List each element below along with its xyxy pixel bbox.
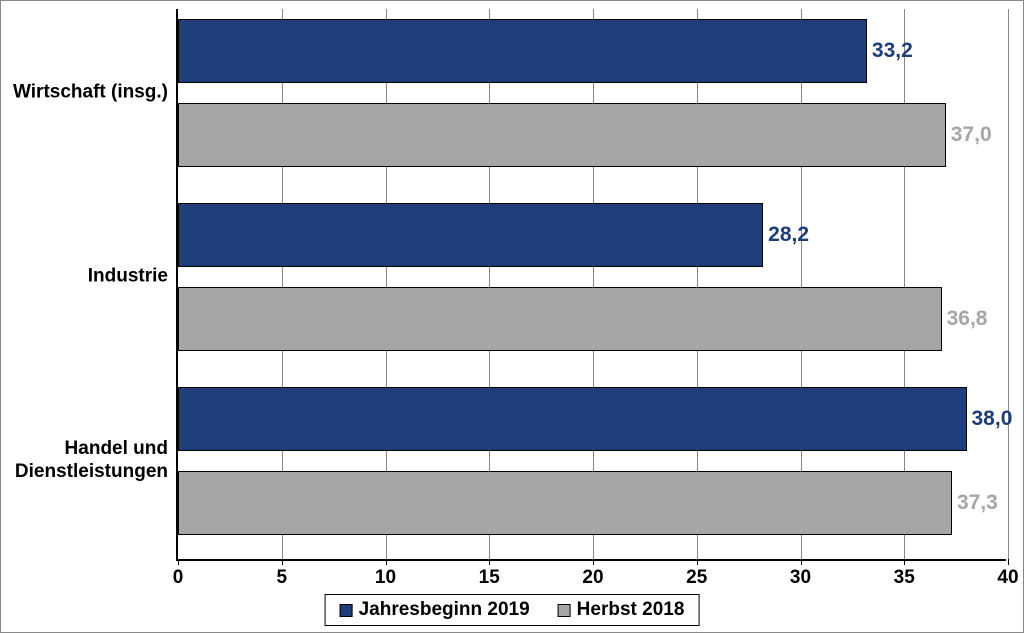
y-axis-label: Handel und Dienstleistungen [8, 438, 168, 484]
x-tick [489, 559, 490, 565]
plot-area: 0510152025303540Wirtschaft (insg.)33,237… [176, 9, 1006, 561]
bar-value-label: 37,3 [957, 491, 998, 515]
x-tick [282, 559, 283, 565]
bar: 28,2 [178, 203, 763, 267]
bar-value-label: 28,2 [768, 223, 809, 247]
x-axis-label: 0 [173, 567, 184, 589]
legend-swatch [340, 604, 353, 617]
x-axis-label: 25 [686, 567, 707, 589]
x-tick [593, 559, 594, 565]
legend-swatch [558, 604, 571, 617]
x-tick [386, 559, 387, 565]
x-axis-label: 20 [582, 567, 603, 589]
x-axis-label: 40 [997, 567, 1018, 589]
legend-label: Jahresbeginn 2019 [359, 599, 530, 621]
x-axis-label: 15 [479, 567, 500, 589]
y-axis-label: Industrie [8, 266, 168, 289]
bar-value-label: 37,0 [951, 123, 992, 147]
legend-item: Jahresbeginn 2019 [340, 599, 530, 621]
chart-container: 0 5 10 15 20 25 30 35 40 Wirtschaft (insg.) 33,2 37… [0, 0, 1024, 633]
bar: 33,2 [178, 19, 867, 83]
bar-value-label: 33,2 [872, 39, 913, 63]
bar: 37,3 [178, 471, 952, 535]
bar: 38,0 [178, 387, 967, 451]
y-axis-label: Wirtschaft (insg.) [8, 82, 168, 105]
legend: Jahresbeginn 2019 Herbst 2018 [325, 594, 700, 626]
gridline [1008, 9, 1009, 559]
x-axis-label: 10 [375, 567, 396, 589]
x-tick [697, 559, 698, 565]
bar: 36,8 [178, 287, 942, 351]
x-axis-label: 30 [790, 567, 811, 589]
bar: 37,0 [178, 103, 946, 167]
x-axis-label: 5 [276, 567, 287, 589]
legend-label: Herbst 2018 [577, 599, 685, 621]
x-tick [178, 559, 179, 565]
x-tick [904, 559, 905, 565]
x-tick [1008, 559, 1009, 565]
legend-item: Herbst 2018 [558, 599, 685, 621]
x-tick [801, 559, 802, 565]
bar-value-label: 38,0 [972, 407, 1013, 431]
bar-value-label: 36,8 [947, 307, 988, 331]
x-axis-label: 35 [894, 567, 915, 589]
